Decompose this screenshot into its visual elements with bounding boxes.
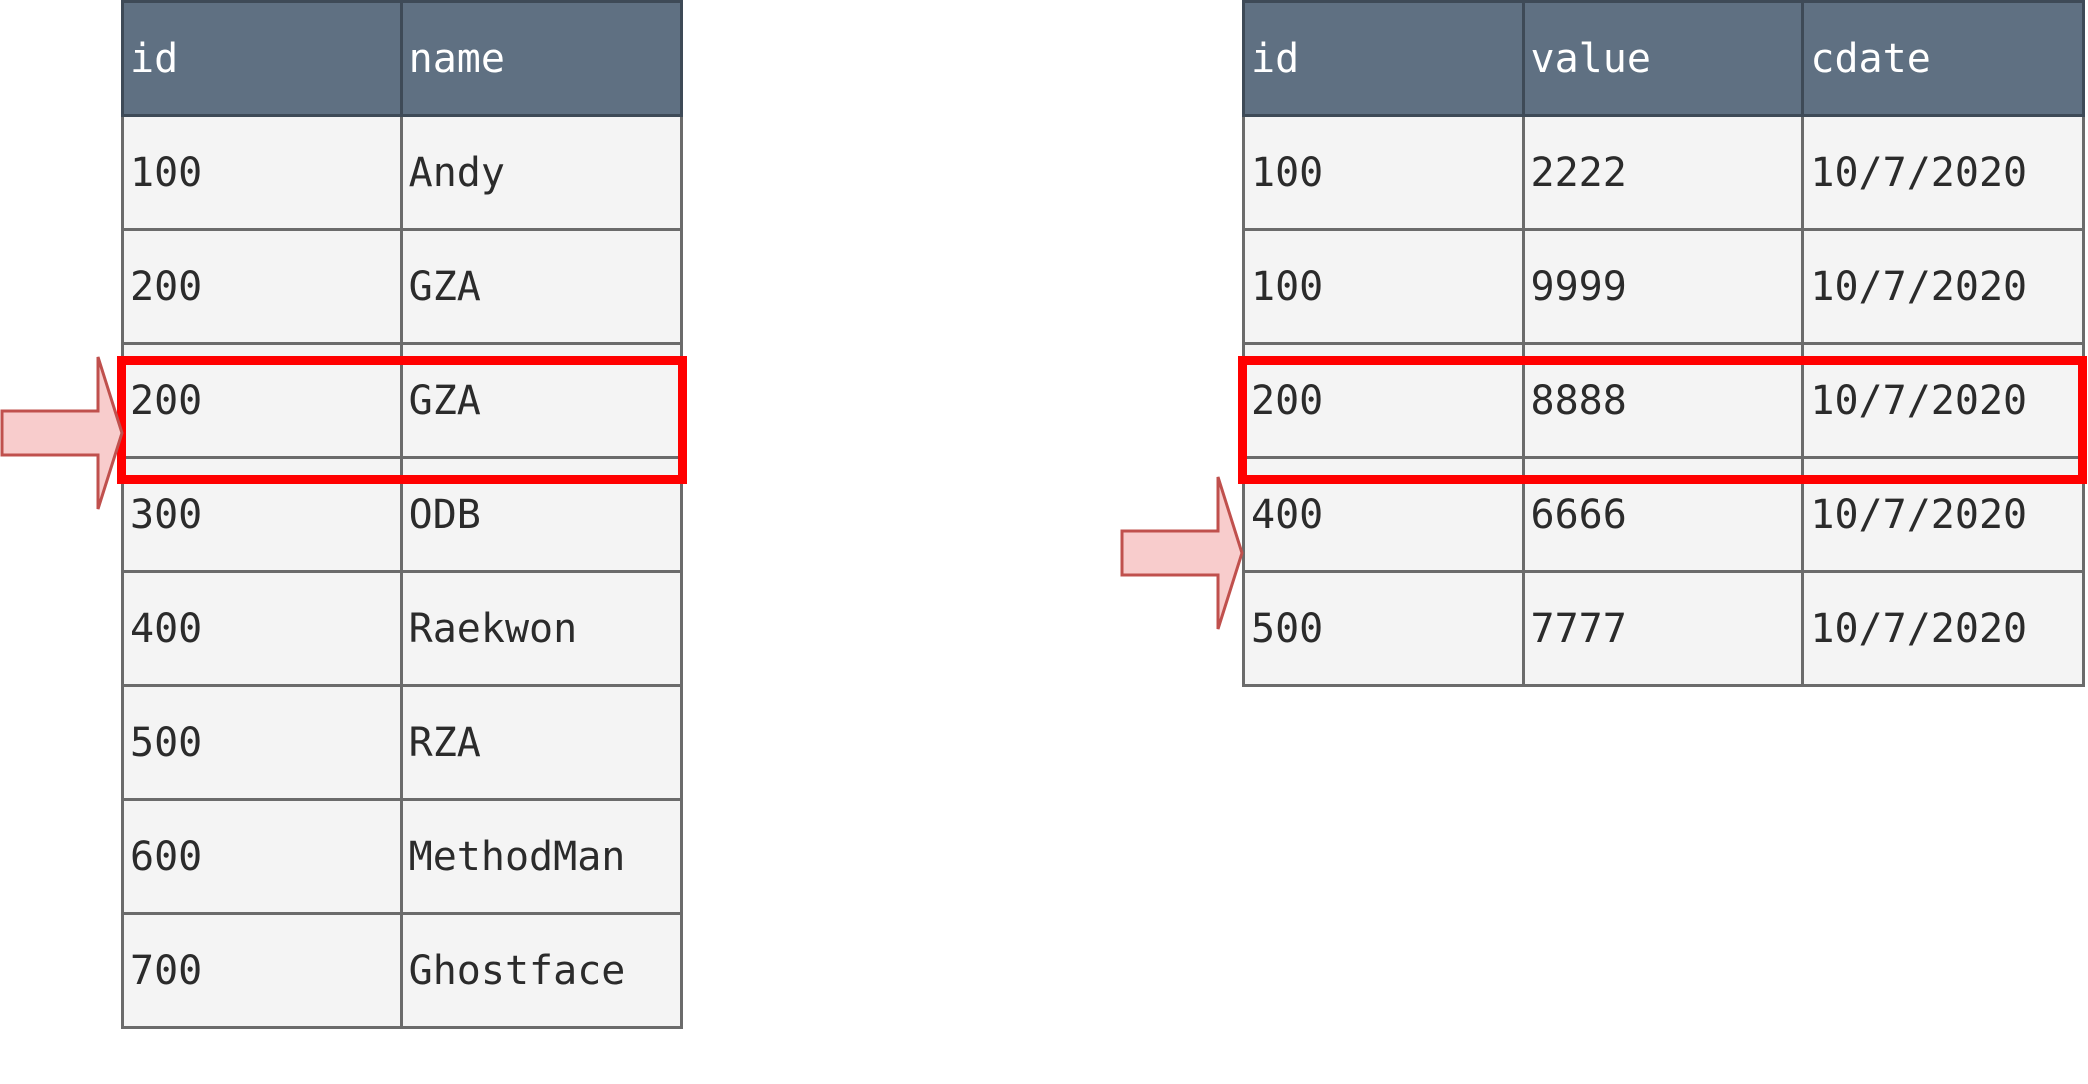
cell-value: 2222 (1521, 114, 1805, 231)
cell-id: 100 (1242, 114, 1525, 231)
table-row: 100 Andy (121, 114, 684, 231)
cell-id: 400 (121, 570, 403, 687)
right-header-value: value (1521, 0, 1805, 117)
cell-id: 600 (121, 798, 403, 915)
table-row: 100 9999 10/7/2020 (1242, 228, 2085, 345)
right-pointer-arrow-icon (1120, 476, 1244, 630)
table-row: 200 GZA (121, 228, 684, 345)
cell-id: 200 (121, 228, 403, 345)
right-row-highlight-box (1238, 356, 2087, 484)
left-row-highlight-box (117, 356, 687, 484)
left-header-id: id (121, 0, 403, 117)
right-table: id value cdate 100 2222 10/7/2020 100 9999 1… (1242, 0, 2085, 687)
cell-value: 9999 (1521, 228, 1805, 345)
left-header-name: name (399, 0, 684, 117)
cell-id: 100 (121, 114, 403, 231)
table-row: 500 7777 10/7/2020 (1242, 570, 2085, 687)
cell-id: 500 (121, 684, 403, 801)
cell-value: 7777 (1521, 570, 1805, 687)
left-table: id name 100 Andy 200 GZA 200 GZA 300 ODB 400… (121, 0, 684, 1029)
cell-cdate: 10/7/2020 (1801, 114, 2085, 231)
cell-name: MethodMan (399, 798, 684, 915)
table-row: 600 MethodMan (121, 798, 684, 915)
left-pointer-arrow-icon (0, 356, 124, 510)
table-row: 700 Ghostface (121, 912, 684, 1029)
cell-name: RZA (399, 684, 684, 801)
cell-cdate: 10/7/2020 (1801, 570, 2085, 687)
cell-id: 100 (1242, 228, 1525, 345)
right-table-header-row: id value cdate (1242, 0, 2085, 117)
cell-name: GZA (399, 228, 684, 345)
cell-name: Andy (399, 114, 684, 231)
left-table-header-row: id name (121, 0, 684, 117)
cell-id: 700 (121, 912, 403, 1029)
right-header-cdate: cdate (1801, 0, 2085, 117)
cell-cdate: 10/7/2020 (1801, 228, 2085, 345)
right-header-id: id (1242, 0, 1525, 117)
table-row: 400 Raekwon (121, 570, 684, 687)
table-row: 500 RZA (121, 684, 684, 801)
cell-name: Raekwon (399, 570, 684, 687)
cell-id: 500 (1242, 570, 1525, 687)
cell-name: Ghostface (399, 912, 684, 1029)
table-row: 100 2222 10/7/2020 (1242, 114, 2085, 231)
